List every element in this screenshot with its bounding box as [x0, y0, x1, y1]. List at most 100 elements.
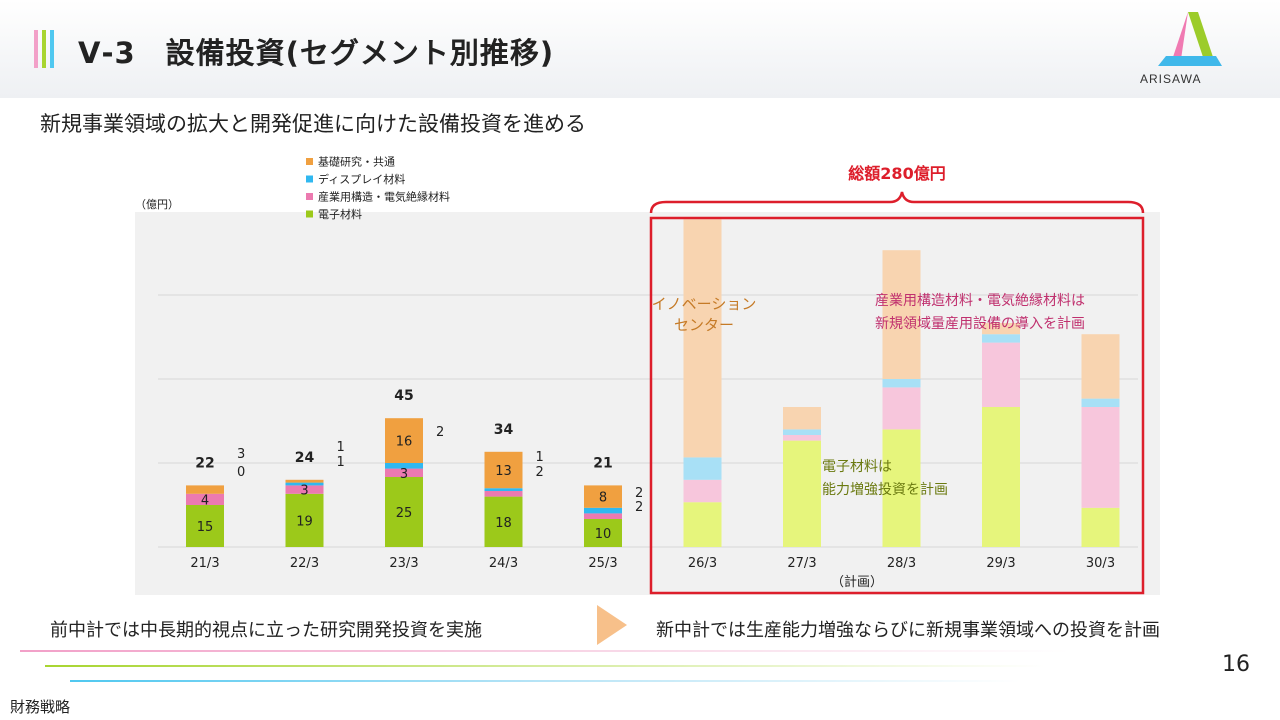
total-label: 22 [195, 455, 214, 471]
new-plan-text: 新中計では生産能力増強ならびに新規事業領域への投資を計画 [656, 620, 1160, 641]
legend-swatch [306, 175, 313, 183]
page-title: Ⅴ-3 設備投資(セグメント別推移) [78, 36, 555, 70]
bar-segment [882, 429, 921, 547]
divider-pink [20, 650, 1070, 652]
x-tick-label: 22/3 [290, 556, 319, 571]
bar-segment [783, 440, 821, 547]
segment-value-label: 4 [201, 493, 209, 508]
logo-text: ARISAWA [1140, 72, 1202, 86]
page-number: 16 [1222, 652, 1250, 677]
bar-segment [385, 477, 423, 547]
bar-segment [982, 334, 1020, 343]
bar-segment [484, 488, 523, 491]
segment-value-label: 19 [296, 514, 313, 529]
divider-green [45, 665, 1045, 667]
bar-segment [285, 479, 324, 483]
bar-segment [783, 407, 821, 430]
x-tick-label: 25/3 [588, 556, 617, 571]
legend-label: 基礎研究・共通 [318, 155, 395, 169]
plan-box [649, 216, 1145, 595]
bar-segment [783, 429, 821, 435]
legend-label: 産業用構造・電気絶縁材料 [318, 190, 450, 204]
segment-value-label: 16 [396, 435, 413, 450]
bar-segment [285, 482, 324, 486]
annotation-innovation: イノベーション [652, 295, 757, 313]
bar-segment [683, 219, 722, 458]
bar-segment [882, 379, 921, 388]
bar-segment [484, 451, 523, 489]
bar-segment [584, 485, 622, 508]
annotation-industrial: 新規領域量産用設備の導入を計画 [875, 315, 1085, 332]
segment-value-label: 10 [595, 527, 612, 542]
bar-segment [584, 507, 622, 514]
bracket-label: 総額280億円 [848, 164, 945, 183]
bar-segment [484, 496, 523, 547]
x-tick-label: 24/3 [489, 556, 518, 571]
bar-segment [186, 505, 224, 547]
bar-segment [982, 323, 1020, 335]
bar-segment [484, 491, 523, 497]
x-tick-label: 26/3 [688, 556, 717, 571]
subtitle: 新規事業領域の拡大と開発促進に向けた設備投資を進める [40, 112, 586, 136]
annotation-electronic: 電子材料は [822, 459, 892, 475]
bar-segment [584, 513, 622, 519]
bar-segment [683, 457, 722, 480]
legend-label: 電子材料 [318, 207, 362, 221]
x-tick-label: 28/3 [887, 556, 916, 571]
legend-swatch [306, 210, 313, 218]
bar-segment [683, 502, 722, 547]
bar-segment [1081, 507, 1120, 547]
total-label: 45 [394, 388, 413, 404]
unit-label: （億円） [135, 198, 179, 211]
x-tick-label: 21/3 [190, 556, 219, 571]
section-label: 財務戦略 [10, 698, 71, 716]
side-value-label: 1 [337, 455, 345, 470]
header-band [0, 0, 1280, 98]
annotation-electronic: 能力増強投資を計画 [822, 482, 948, 498]
right-arrow-icon [597, 605, 627, 645]
plan-bracket [649, 191, 1145, 214]
bar-segment [385, 418, 423, 463]
bar-segment [285, 493, 324, 547]
bar-segment [584, 519, 622, 547]
total-label: 34 [494, 422, 514, 438]
x-tick-label: 30/3 [1086, 556, 1115, 571]
segment-value-label: 3 [300, 484, 308, 499]
bar-segment [683, 479, 722, 503]
bar-segment [1081, 398, 1120, 407]
plan-label: （計画） [831, 574, 883, 590]
side-value-label: 2 [536, 465, 544, 480]
segment-value-label: 3 [400, 467, 408, 482]
x-tick-label: 27/3 [787, 556, 816, 571]
bar-segment [285, 485, 324, 494]
side-value-label: 2 [436, 425, 444, 440]
segment-value-label: 8 [599, 491, 607, 506]
bar-segment [1081, 407, 1120, 508]
side-value-label: 0 [237, 465, 245, 480]
side-value-label: 3 [237, 447, 245, 462]
segment-value-label: 15 [197, 520, 214, 535]
bar-segment [186, 493, 224, 505]
x-tick-label: 23/3 [389, 556, 418, 571]
legend-swatch [306, 158, 313, 165]
arisawa-logo-icon [1158, 12, 1222, 66]
segment-value-label: 25 [396, 506, 413, 521]
x-tick-label: 29/3 [986, 556, 1015, 571]
bar-segment [186, 485, 224, 494]
annotation-industrial: 産業用構造材料・電気絶縁材料は [875, 293, 1085, 309]
bar-segment [982, 407, 1020, 547]
side-value-label: 1 [536, 450, 544, 465]
bar-segment [1081, 334, 1120, 399]
side-value-label: 2 [635, 486, 643, 501]
side-value-label: 2 [635, 500, 643, 515]
segment-value-label: 13 [495, 464, 512, 479]
previous-plan-text: 前中計では中長期的視点に立った研究開発投資を実施 [50, 620, 482, 641]
bar-segment [882, 387, 921, 430]
divider-blue [70, 680, 1020, 682]
annotation-innovation: センター [674, 316, 734, 334]
total-label: 24 [295, 450, 315, 466]
legend-swatch [306, 193, 313, 200]
bar-segment [982, 342, 1020, 407]
bar-segment [783, 435, 821, 441]
bar-segment [385, 463, 423, 469]
